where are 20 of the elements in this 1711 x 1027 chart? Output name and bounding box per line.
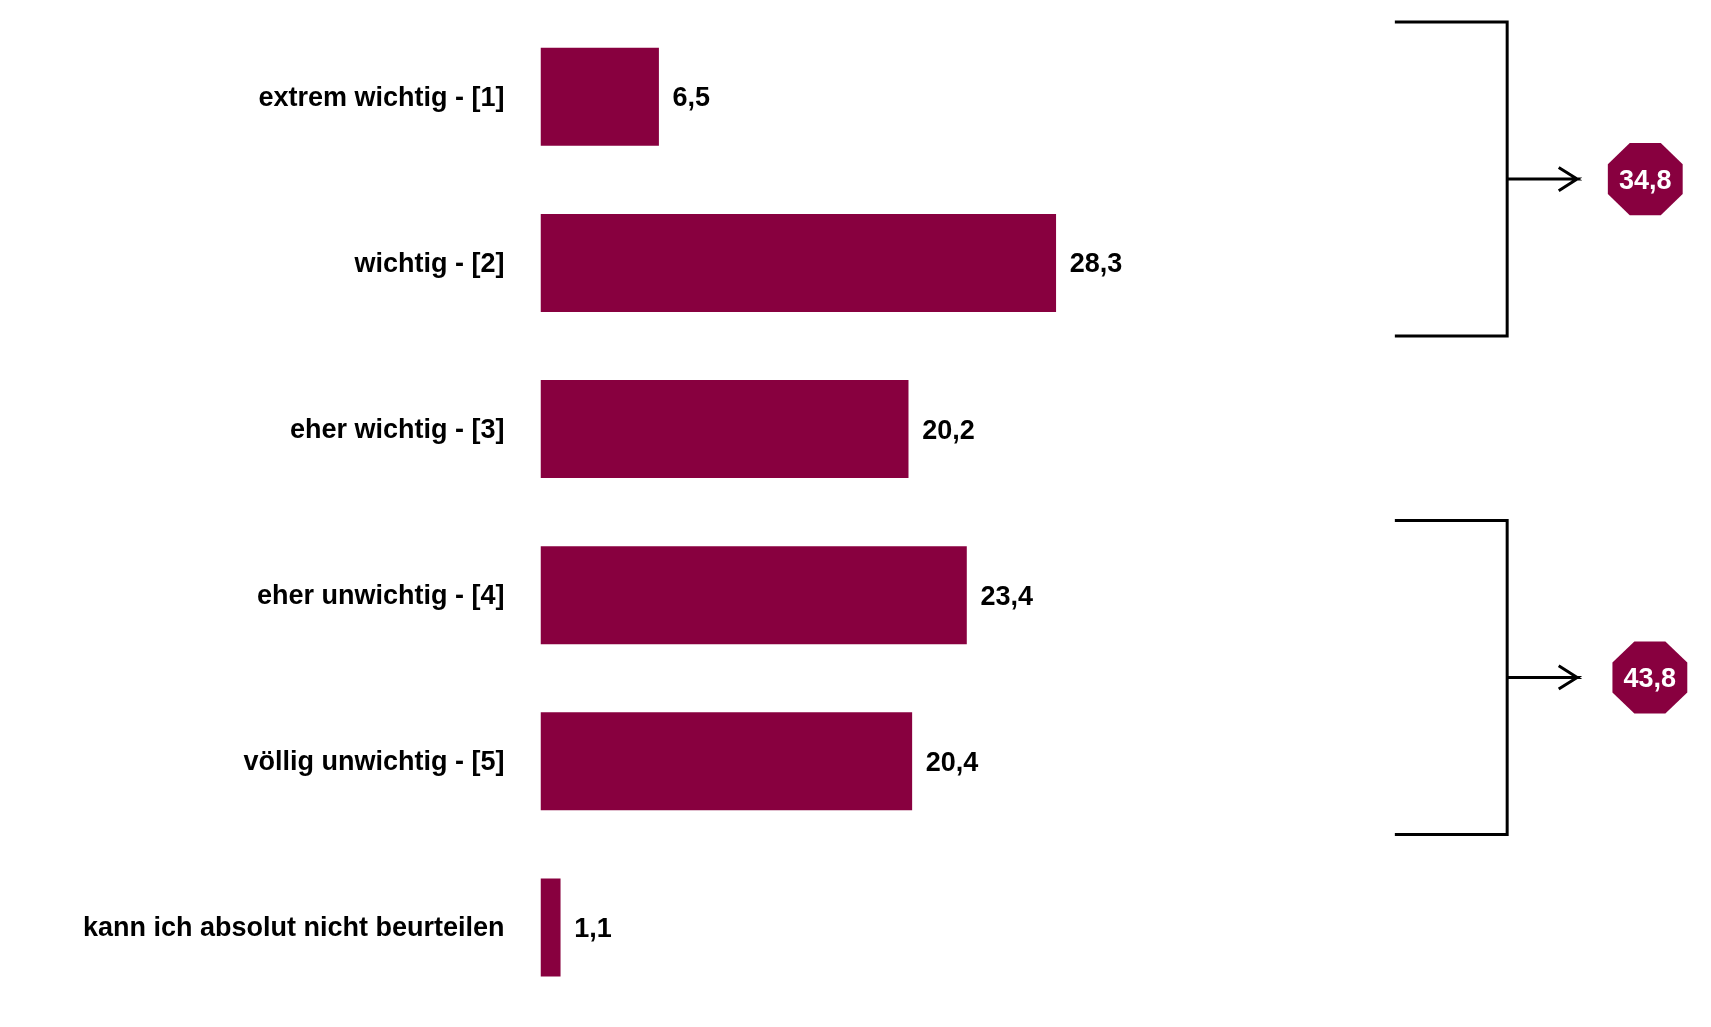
data-label: 23,4 [980,580,1034,611]
bar [540,546,967,645]
data-label: 6,5 [672,82,711,113]
bar [540,47,659,146]
data-label: 1,1 [574,912,612,943]
y-tick-label: eher unwichtig - [4] [256,580,505,611]
y-tick-label: wichtig - [2] [353,247,505,278]
data-label: 20,2 [922,414,975,445]
y-tick-label: extrem wichtig - [1] [258,81,505,112]
y-tick-label: völlig unwichtig - [5] [243,746,505,777]
bar [540,712,913,811]
bar [540,380,909,479]
text: 43,8 [1623,662,1677,693]
data-label: 28,3 [1069,248,1123,279]
data-label: 20,4 [925,746,979,777]
bar [540,213,1057,312]
y-tick-label: eher wichtig - [3] [289,414,505,445]
y-tick-label: kann ich absolut nicht beurteilen [82,912,505,943]
text: 34,8 [1618,164,1672,195]
bar [540,878,561,977]
